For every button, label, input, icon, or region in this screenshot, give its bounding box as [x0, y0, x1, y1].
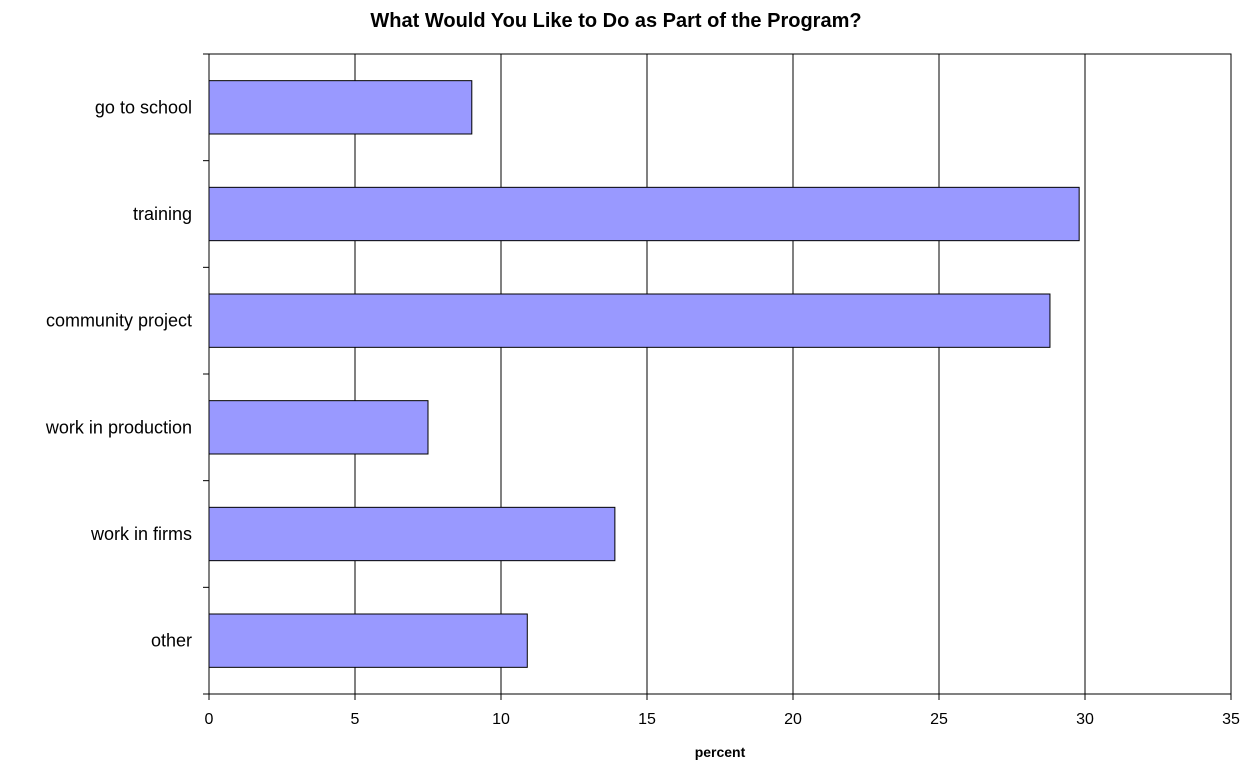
category-label: work in firms — [90, 524, 192, 544]
x-tick-label: 25 — [930, 711, 948, 728]
category-label: other — [151, 631, 192, 651]
x-axis-title: percent — [695, 744, 746, 760]
gridlines — [354, 54, 1086, 694]
bar — [208, 613, 528, 668]
x-tick-label: 30 — [1076, 711, 1094, 728]
category-label: training — [133, 204, 192, 224]
bar — [208, 293, 1051, 348]
category-label: community project — [46, 311, 192, 331]
x-tick-label: 35 — [1222, 711, 1240, 728]
chart-title: What Would You Like to Do as Part of the… — [370, 10, 861, 32]
x-tick-label: 20 — [784, 711, 802, 728]
x-tick-label: 5 — [351, 711, 360, 728]
x-tick-label: 15 — [638, 711, 656, 728]
plot-area — [208, 53, 1232, 695]
bar — [208, 80, 473, 135]
category-label: work in production — [45, 417, 192, 437]
x-tick-label: 0 — [205, 711, 214, 728]
labels: 0 5 10 15 20 25 30 35 go to school training commun… — [45, 97, 1240, 728]
bar — [208, 400, 429, 455]
bars — [208, 80, 1080, 668]
bar — [208, 186, 1080, 242]
x-tick-label: 10 — [492, 711, 510, 728]
category-label: go to school — [95, 97, 192, 117]
bar — [208, 506, 616, 562]
axes — [203, 53, 1232, 700]
